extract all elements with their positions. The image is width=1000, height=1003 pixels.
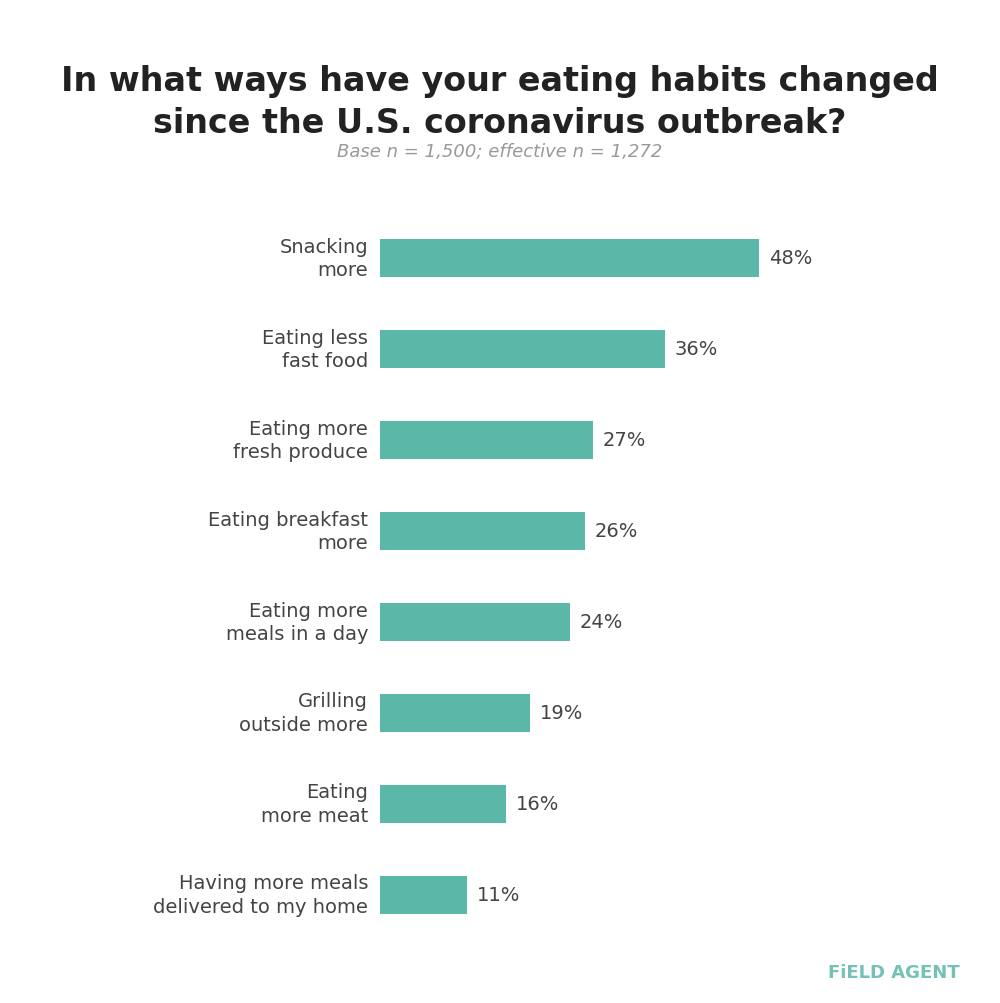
Bar xyxy=(380,421,593,459)
Bar xyxy=(380,784,506,822)
Text: FiELD AGENT: FiELD AGENT xyxy=(828,963,960,981)
Text: 19%: 19% xyxy=(540,703,583,722)
Bar xyxy=(380,331,665,369)
Bar xyxy=(380,694,530,732)
Text: Eating more
meals in a day: Eating more meals in a day xyxy=(226,601,368,643)
Text: 24%: 24% xyxy=(579,613,623,632)
Text: Eating
more meat: Eating more meat xyxy=(261,782,368,825)
Text: Eating less
fast food: Eating less fast food xyxy=(262,328,368,371)
Bar xyxy=(380,240,759,278)
Text: 16%: 16% xyxy=(516,794,559,813)
Text: Grilling
outside more: Grilling outside more xyxy=(239,692,368,734)
Text: Base n = 1,500; effective n = 1,272: Base n = 1,500; effective n = 1,272 xyxy=(337,142,663,160)
Text: In what ways have your eating habits changed
since the U.S. coronavirus outbreak: In what ways have your eating habits cha… xyxy=(61,65,939,140)
Text: 48%: 48% xyxy=(769,249,812,268)
Bar xyxy=(380,513,585,551)
Text: 11%: 11% xyxy=(476,886,520,905)
Text: 36%: 36% xyxy=(674,340,717,359)
Text: Eating breakfast
more: Eating breakfast more xyxy=(208,511,368,553)
Text: Snacking
more: Snacking more xyxy=(280,238,368,280)
Text: Having more meals
delivered to my home: Having more meals delivered to my home xyxy=(153,874,368,916)
Bar xyxy=(380,603,570,641)
Text: 27%: 27% xyxy=(603,431,646,450)
Text: 26%: 26% xyxy=(595,522,638,541)
Text: Eating more
fresh produce: Eating more fresh produce xyxy=(233,419,368,461)
Bar xyxy=(380,876,467,914)
